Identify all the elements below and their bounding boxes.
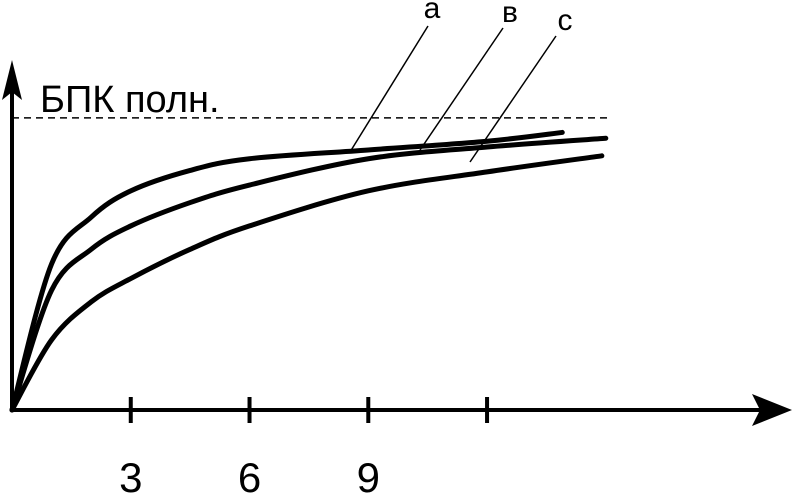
x-tick-label: 6 — [238, 454, 261, 497]
series-label: a — [424, 0, 441, 25]
series-label: в — [502, 0, 518, 29]
leader-line — [349, 25, 429, 153]
y-axis-label: БПК полн. — [40, 79, 220, 121]
x-tick-label: 9 — [357, 454, 380, 497]
x-tick-label: 3 — [119, 454, 142, 497]
line-series — [9, 129, 565, 413]
series-label: c — [558, 4, 573, 37]
line-series — [9, 153, 605, 413]
y-axis-arrow — [2, 60, 22, 100]
leader-line — [419, 27, 504, 151]
line-series — [9, 135, 609, 413]
x-axis-arrow — [752, 394, 792, 426]
